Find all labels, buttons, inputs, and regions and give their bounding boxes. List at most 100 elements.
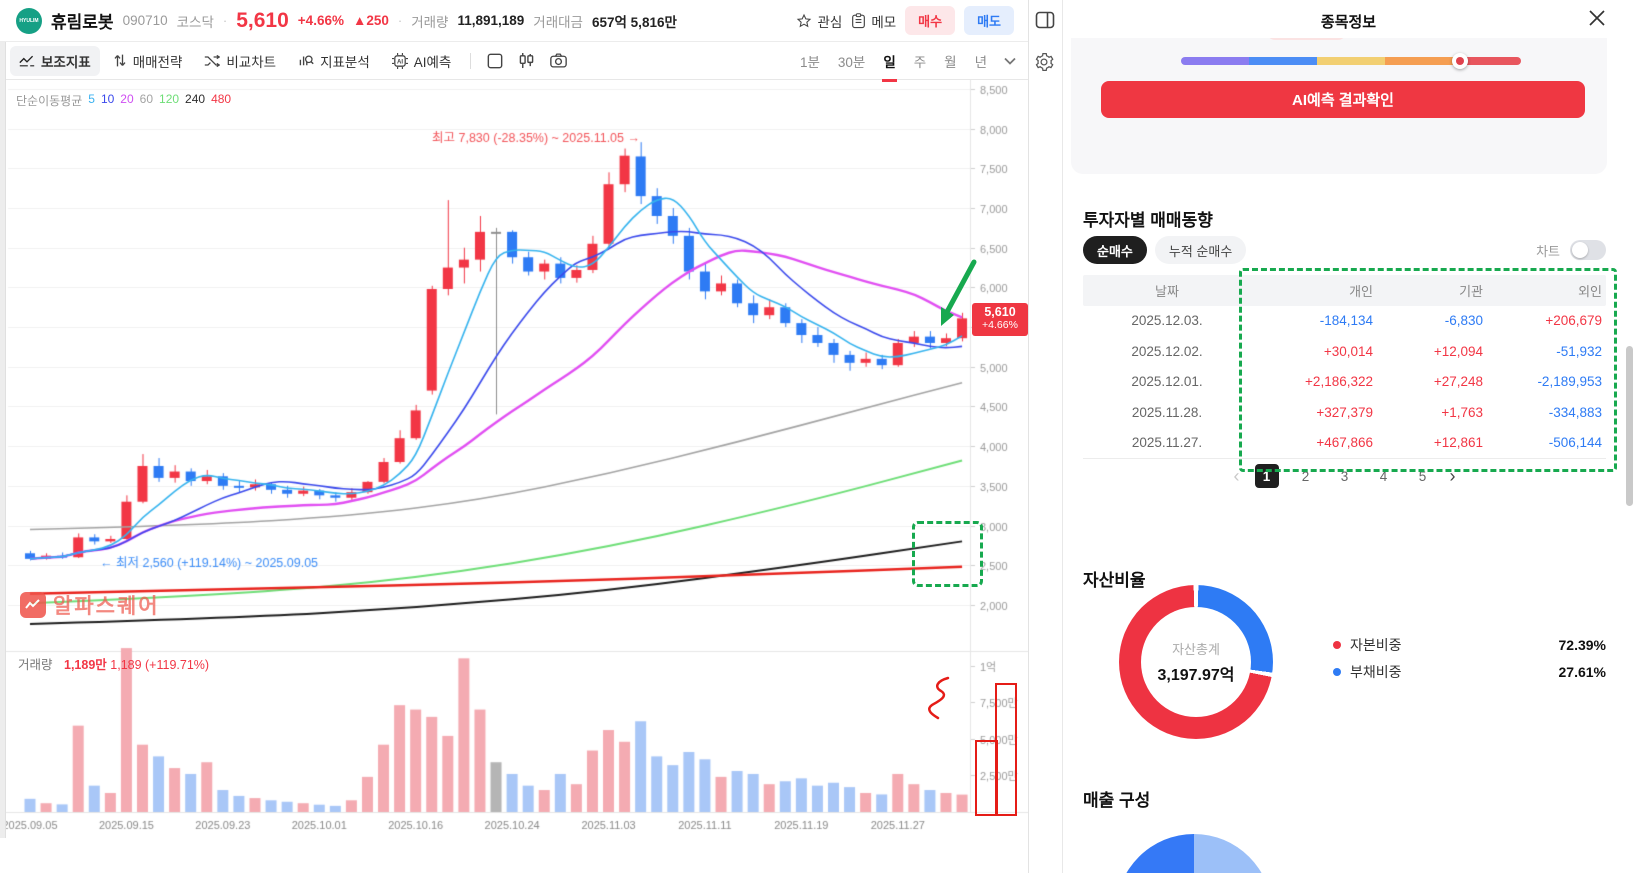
ai-predict-button[interactable]: AI AI예측 [383,46,461,76]
watermark-text: 알파스퀘어 [53,595,160,618]
panel-toggle-button[interactable] [1035,11,1055,34]
tab-cumulative-net-buy[interactable]: 누적 순매수 [1154,236,1247,264]
candlestick-chart-canvas[interactable] [0,80,1028,838]
price-tag-percent: +4.66% [982,319,1018,332]
row-value: -2,189,953 [1537,374,1602,390]
pagination-prev[interactable]: ‹ [1233,465,1240,486]
table-row[interactable]: 2025.12.01. +2,186,322 +27,248 -2,189,953 [1083,367,1606,398]
memo-button[interactable]: 메모 [851,11,896,31]
table-row[interactable]: 2025.11.27. +467,866 +12,861 -506,144 [1083,428,1606,459]
magnifier-chart-icon [299,55,314,66]
row-date: 2025.12.01. [1131,374,1203,390]
alphasquare-logo-icon [20,592,46,618]
row-value: +1,763 [1441,404,1483,420]
row-date: 2025.12.02. [1131,343,1203,359]
stock-info-panel: 종목정보 강력매수 로 예측했어요 AI예측 결과확인 투자자별 매매동향 순매… [1062,0,1633,873]
legend-label: 부채비중 [1350,664,1402,680]
close-icon [1589,10,1605,26]
ai-result-row: 강력매수 로 예측했어요 [1071,38,1607,40]
panel-close-button[interactable] [1588,9,1606,32]
red-rect-annotation-2[interactable] [995,683,1017,816]
chart-toolbar: 보조지표 매매전략 비교차트 지표분석 AI AI예측 1분 30분 일 주 월… [0,42,1028,82]
volume-pane-title: 거래량 [18,658,53,672]
ai-predict-label: AI예측 [413,54,452,70]
timeframe-dropdown[interactable] [998,52,1022,70]
ma-legend-label: 단순이동평균 [16,94,83,108]
asset-total-label: 자산총계 [1172,642,1220,657]
tab-net-buy[interactable]: 순매수 [1083,236,1147,264]
slider-knob[interactable] [1451,53,1468,69]
ma-legend-item: 480 [211,92,232,106]
red-rect-annotation-1[interactable] [975,740,998,816]
memo-icon [852,12,866,28]
pagination-next[interactable]: › [1449,465,1456,486]
table-row[interactable]: 2025.12.03. -184,134 -6,830 +206,679 [1083,306,1606,337]
table-pagination: ‹ 1 2 3 4 5 › [1083,464,1606,488]
assets-heading: 자산비율 [1083,571,1146,590]
chart-type-button[interactable] [513,47,540,74]
star-icon [797,13,812,27]
green-dashed-highlight-chart[interactable] [912,521,983,587]
row-value: +327,379 [1316,404,1373,420]
pagination-page-2[interactable]: 2 [1301,468,1310,484]
compare-button[interactable]: 비교차트 [195,46,285,76]
pagination-page-1[interactable]: 1 [1254,464,1279,488]
gear-icon [1035,53,1054,71]
row-value: +12,094 [1433,343,1483,359]
memo-label: 메모 [871,14,897,30]
watermark: 알파스퀘어 [20,590,160,620]
table-row[interactable]: 2025.11.28. +327,379 +1,763 -334,883 [1083,397,1606,428]
slider-segment [1385,57,1453,65]
pagination-page-5[interactable]: 5 [1418,468,1427,484]
timeframe-year[interactable]: 년 [974,54,987,70]
buy-button[interactable]: 매수 [905,6,956,35]
row-value: +27,248 [1433,374,1483,390]
table-row[interactable]: 2025.12.02. +30,014 +12,094 -51,932 [1083,336,1606,367]
row-value: -6,830 [1444,313,1483,329]
timeframe-week[interactable]: 주 [913,54,927,70]
ma-legend-item: 20 [120,92,134,106]
favorite-button[interactable]: 관심 [796,11,842,31]
square-icon [487,53,503,68]
volume-pane-value: 1,189 (+119.71%) [110,658,210,672]
pagination-page-3[interactable]: 3 [1340,468,1349,484]
legend-label: 자본비중 [1350,637,1402,653]
favorite-label: 관심 [817,14,843,30]
analysis-label: 지표분석 [320,54,370,70]
updown-arrows-icon [114,54,126,67]
ai-result-button[interactable]: AI예측 결과확인 [1101,81,1585,118]
chart-toggle-switch[interactable] [1570,240,1606,260]
strategy-button[interactable]: 매매전략 [104,46,192,76]
shuffle-icon [205,54,221,67]
snapshot-button[interactable] [544,48,573,73]
column-header: 기관 [1459,283,1483,299]
row-value: -334,883 [1548,404,1602,420]
row-value: -184,134 [1319,313,1373,329]
panel-scrollbar[interactable] [1626,346,1633,506]
panel-body: 강력매수 로 예측했어요 AI예측 결과확인 투자자별 매매동향 순매수 누적 … [1063,38,1633,873]
row-value: +206,679 [1545,313,1602,329]
timeframe-day[interactable]: 일 [876,47,902,82]
slider-segment [1181,57,1249,65]
row-date: 2025.11.28. [1131,404,1203,420]
column-header: 외인 [1578,283,1602,299]
revenue-pie-chart [1116,834,1272,873]
panel-title: 종목정보 [1320,14,1377,31]
asset-ratio-donut: 자산총계 3,197.97억 [1119,585,1273,739]
chart-area[interactable]: 단순이동평균 5 10 20 60 120 240 480 거래량 1,189만 1,189… [0,80,1028,838]
timeframe-1min[interactable]: 1분 [799,54,820,70]
table-header-row: 날짜 개인 기관 외인 [1083,275,1606,306]
asset-total-value: 3,197.97억 [1157,667,1235,684]
chart-settings-button[interactable] [1034,52,1054,77]
analysis-button[interactable]: 지표분석 [289,46,379,76]
timeframe-30min[interactable]: 30분 [837,54,866,70]
layout-button[interactable] [481,48,509,74]
pagination-page-4[interactable]: 4 [1379,468,1388,484]
sell-button[interactable]: 매도 [964,6,1014,35]
indicator-button[interactable]: 보조지표 [10,45,100,76]
row-date: 2025.11.27. [1131,435,1203,451]
green-dashed-highlight-table[interactable] [1239,268,1617,472]
ai-signal-slider[interactable] [1181,53,1521,69]
timeframe-month[interactable]: 월 [944,54,957,70]
